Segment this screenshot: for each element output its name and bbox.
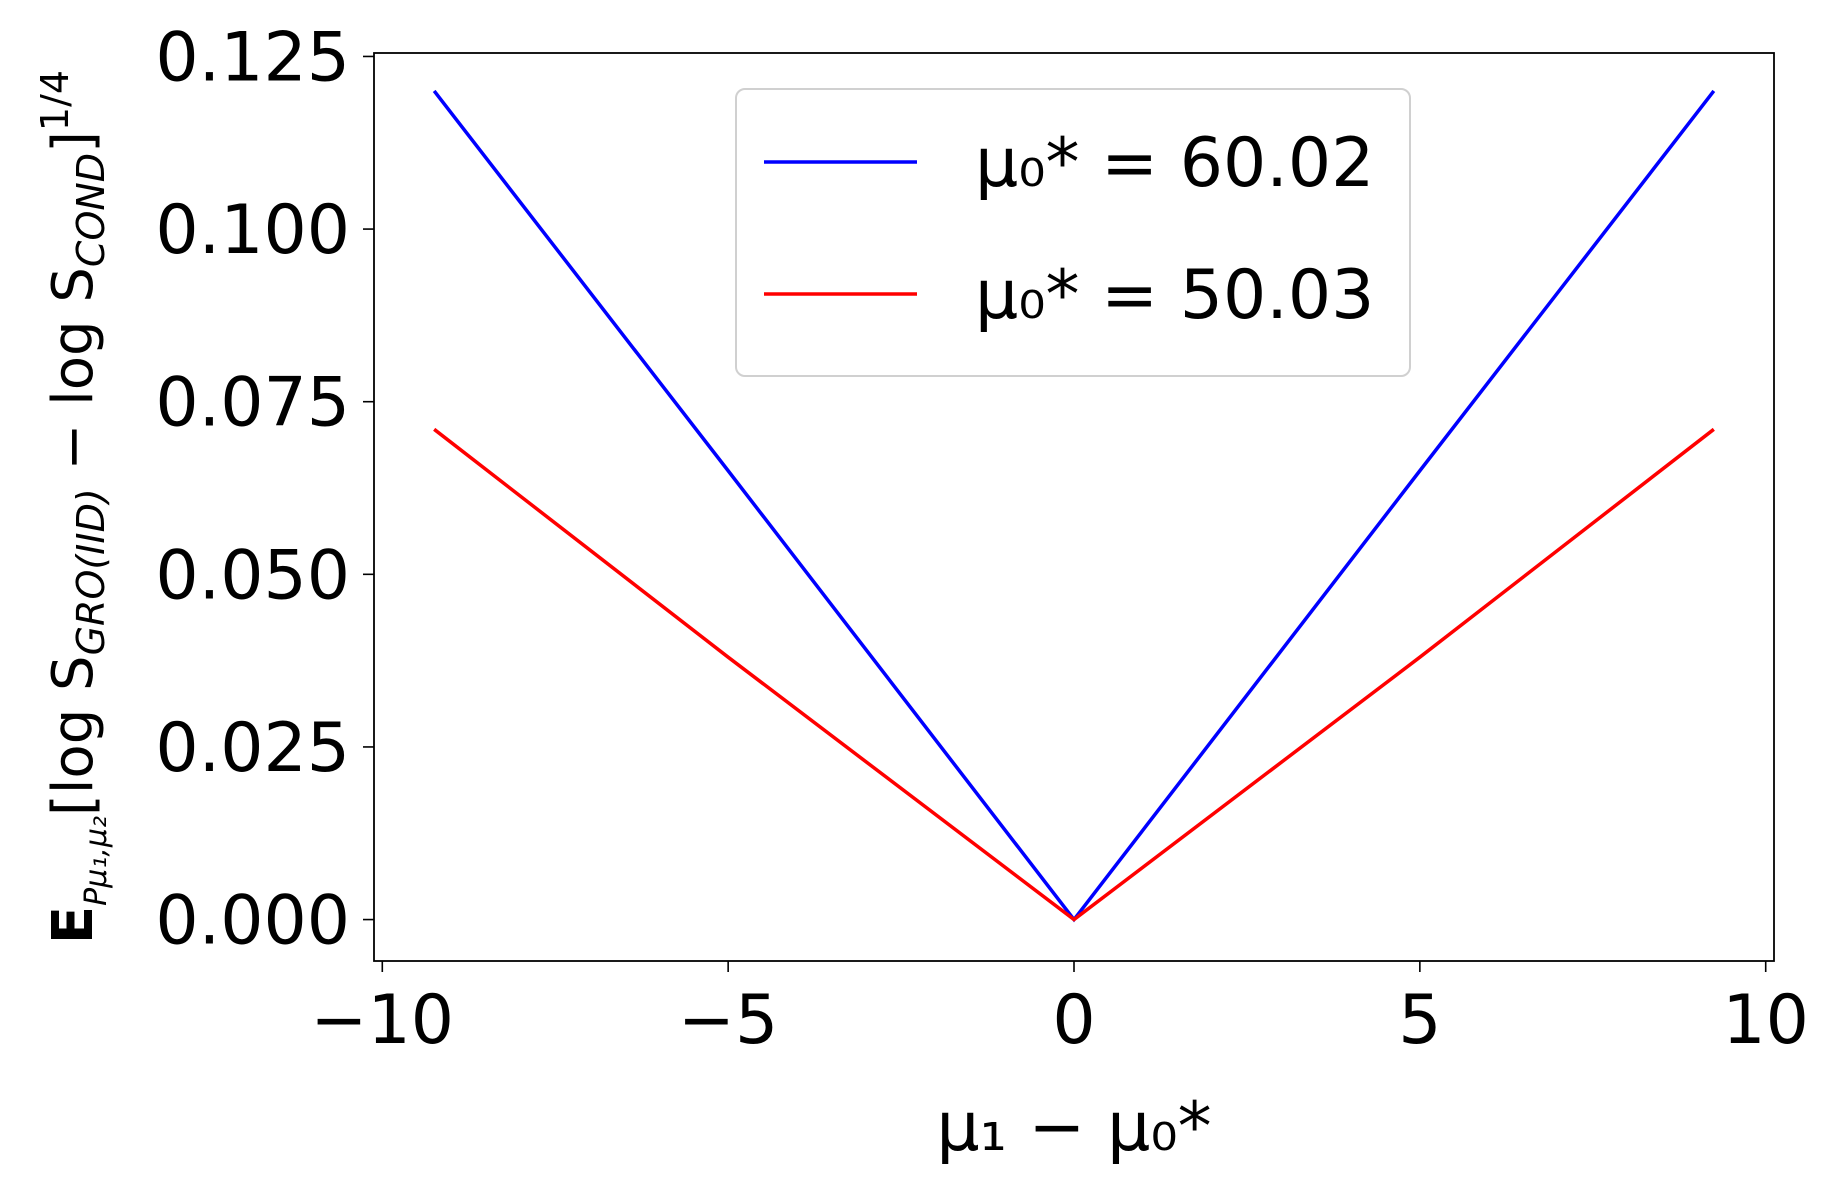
y-axis-label-part: ] [41,131,106,153]
y-tick-label: 0.025 [155,709,350,788]
y-axis-label-part: E [41,906,106,944]
line-series [433,427,1715,922]
x-tick-label: 10 [1722,981,1809,1060]
legend: μ₀* = 60.02 μ₀* = 50.03 [735,88,1411,377]
y-tick-label: 0.100 [155,191,350,270]
y-axis-label-part: GRO(IID) [69,488,113,655]
y-axis-label-part: COND [69,153,113,267]
y-tick-label: 0.125 [155,18,350,97]
y-axis-label-part: Pμ₁,μ₂ [79,816,114,906]
y-axis-label-part: [log S [41,655,106,816]
legend-label: μ₀* = 50.03 [975,256,1374,335]
y-tick-label: 0.050 [155,536,350,615]
legend-label: μ₀* = 60.02 [975,124,1374,203]
x-tick-label: −10 [311,981,455,1060]
y-axis-label: EPμ₁,μ₂[log SGRO(IID) − log SCOND]1/4 [33,70,114,944]
y-axis-label-part: − log S [41,267,106,488]
y-tick-label: 0.075 [155,364,350,443]
y-axis-label-part: 1/4 [33,70,77,131]
x-axis-label: μ₁ − μ₀* [936,1088,1211,1167]
x-tick-label: −5 [678,981,778,1060]
x-tick-label: 5 [1398,981,1441,1060]
y-tick-label: 0.000 [155,882,350,961]
x-tick-label: 0 [1052,981,1095,1060]
plot-frame [373,52,1775,962]
